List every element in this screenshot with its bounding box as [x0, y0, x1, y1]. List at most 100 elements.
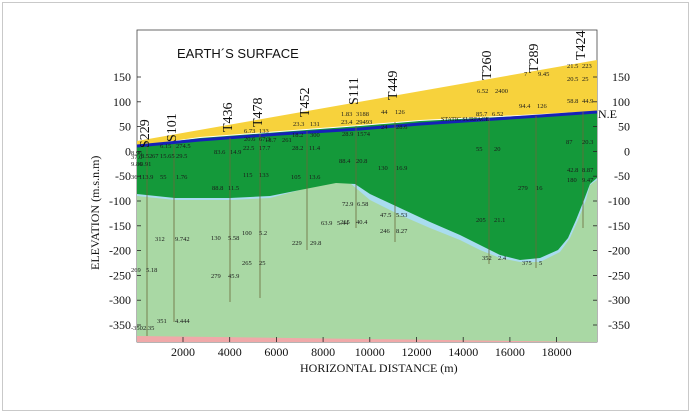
y-tick-label-left: 150 [113, 70, 131, 84]
well-label: T449 [386, 70, 401, 100]
value-label: -350 [131, 325, 143, 332]
well-label: T260 [480, 50, 495, 80]
value-label: 1.83 [341, 111, 352, 118]
value-label: 16 [536, 185, 543, 192]
value-label: 94.4 [519, 103, 531, 110]
well-label: S101 [165, 113, 180, 142]
x-tick-label: 14000 [448, 345, 478, 359]
value-label: 20.5 [567, 76, 578, 83]
value-label: 22.5 [243, 145, 254, 152]
well-label: T478 [251, 97, 266, 127]
y-tick-label-right: 150 [612, 70, 630, 84]
value-label: 15.65 [160, 153, 175, 160]
value-label: 21.1 [494, 217, 505, 224]
dark-green-layer [137, 112, 597, 260]
y-tick-label-left: 50 [119, 120, 131, 134]
y-tick-label-left: -350 [109, 318, 131, 332]
value-label: 5.18 [146, 267, 157, 274]
value-label: 14.9 [230, 149, 241, 156]
x-tick-label: 18000 [542, 345, 572, 359]
value-label: 58.8 [567, 98, 578, 105]
value-label: 5.58 [228, 235, 239, 242]
value-label: 115 [243, 172, 253, 179]
value-label: 133 [259, 172, 269, 179]
value-label: 6.52 [492, 111, 503, 118]
y-tick-label-right: -50 [614, 169, 630, 183]
value-label: 5.44 [337, 220, 349, 227]
y-tick-label-left: -250 [109, 268, 131, 282]
value-label: 44.9 [582, 98, 593, 105]
value-label: 5.2 [259, 230, 267, 237]
value-label: 18.2 [292, 132, 303, 139]
well-label: S111 [347, 77, 362, 105]
value-label: 2400 [495, 88, 508, 95]
well-label: T289 [527, 43, 542, 73]
value-label: 6.58 [357, 201, 368, 208]
light-green-layer [137, 180, 597, 342]
value-label: 11.4 [309, 145, 321, 152]
value-label: 100 [242, 230, 252, 237]
value-label: 44 [381, 109, 388, 116]
value-label: 269 [131, 267, 141, 274]
value-label: 67.3 [259, 136, 270, 143]
value-label: 20.3 [582, 139, 593, 146]
well-label: S229 [138, 119, 153, 148]
value-label: 8.27 [396, 228, 408, 235]
value-label: 2.35 [143, 325, 154, 332]
value-label: 274.5 [176, 143, 191, 150]
value-label: 83.6 [214, 149, 226, 156]
y-axis-right: 150 100 50 0 -50 -100 -150 -200 -250 -300 -350 [593, 70, 630, 332]
value-label: 16.9 [396, 165, 407, 172]
y-tick-label-right: -200 [608, 244, 630, 258]
value-label: 6.15 [160, 143, 171, 150]
value-label: 9.86 [131, 161, 143, 168]
static-surface-line [136, 110, 598, 148]
value-label: 133 [259, 128, 269, 135]
value-label: 67 [152, 153, 159, 160]
y-tick-label-right: 0 [624, 144, 630, 158]
value-label: 36 [131, 174, 138, 181]
well-label: T436 [221, 102, 236, 132]
value-label: 18.7 [265, 137, 277, 144]
y-tick-label-right: 100 [612, 95, 630, 109]
value-label: 1574 [357, 131, 371, 138]
y-tick-label-left: 0 [125, 144, 131, 158]
earth-surface-title: EARTH´S SURFACE [177, 46, 299, 61]
value-label: 88.4 [339, 158, 351, 165]
y-tick-label-left: -150 [109, 219, 131, 233]
value-label: 23.3 [293, 121, 304, 128]
value-label: 20 [494, 146, 501, 153]
value-label: 55 [160, 174, 167, 181]
value-label: 63.9 [321, 220, 332, 227]
x-tick-label: 6000 [264, 345, 288, 359]
y-axis-left: 150 100 50 0 -50 -100 -150 -200 -250 -300 -350 [109, 70, 141, 332]
value-label: 21.5 [567, 63, 578, 70]
value-label: 279 [211, 273, 221, 280]
ne-label: N.E [598, 107, 617, 121]
value-label: 215 [340, 219, 350, 226]
value-label: 8.96 [131, 150, 143, 157]
value-label: 261 [282, 137, 292, 144]
y-tick-label-left: -100 [109, 194, 131, 208]
value-label: 85.7 [476, 111, 488, 118]
value-label: 42.8 [567, 167, 578, 174]
value-label: 4.444 [175, 318, 190, 325]
x-tick-label: 16000 [495, 345, 525, 359]
x-tick-label: 12000 [402, 345, 432, 359]
value-label: 20.8 [356, 158, 367, 165]
x-tick-label: 4000 [218, 345, 242, 359]
value-label: 126 [537, 103, 548, 110]
value-label: 40.4 [356, 219, 368, 226]
value-label: 25 [582, 76, 589, 83]
y-tick-label-right: -150 [608, 219, 630, 233]
value-label: 17.7 [259, 145, 271, 152]
value-label: 55 [476, 146, 483, 153]
y-tick-label-left: -200 [109, 244, 131, 258]
x-axis: 2000 4000 6000 8000 10000 12000 14000 16000 1800… [171, 337, 572, 359]
value-label: 29493 [356, 119, 372, 126]
y-axis-title: ELEVATION (m.s.n.m) [88, 156, 102, 270]
value-label: 229 [292, 240, 302, 247]
value-label: 5 [539, 260, 542, 267]
value-label: 7 [524, 71, 528, 78]
y-tick-label-right: -250 [608, 268, 630, 282]
